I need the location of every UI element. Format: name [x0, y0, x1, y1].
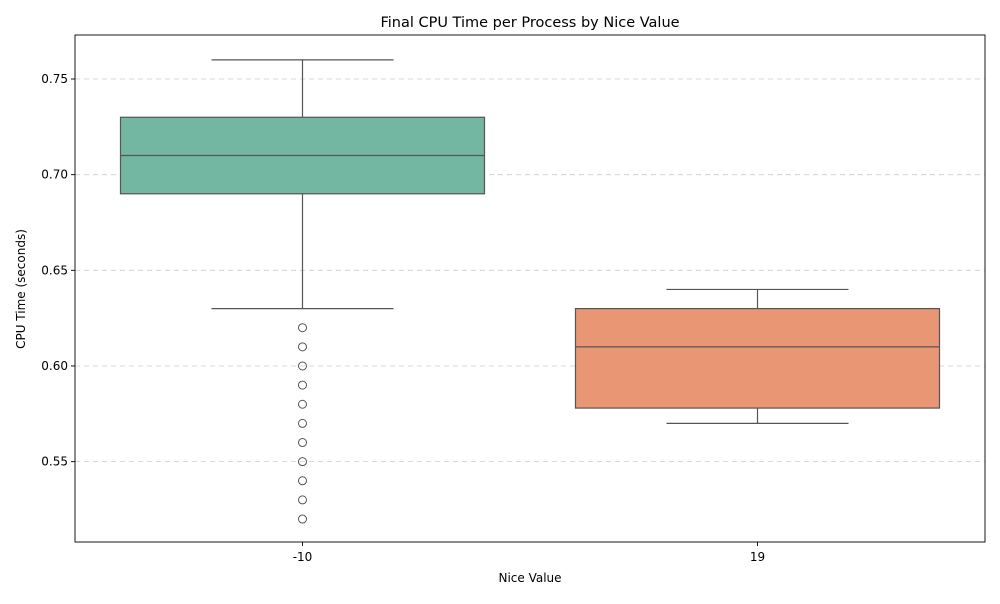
outlier-point-nice-neg10: [298, 476, 307, 486]
x-tick-label: 19: [750, 550, 765, 564]
y-tick-label: 0.65: [41, 263, 68, 277]
y-tick-label: 0.70: [41, 168, 68, 182]
box-nice-19: [574, 307, 941, 409]
y-tick-label: 0.75: [41, 72, 68, 86]
y-axis-title: CPU Time (seconds): [14, 229, 28, 349]
chart-title: Final CPU Time per Process by Nice Value: [380, 15, 679, 31]
y-tick-label: 0.55: [41, 455, 68, 469]
axis-layer: 0.55 0.60 0.65 0.70 0.75 -10 19: [41, 34, 986, 564]
x-axis-title: Nice Value: [498, 571, 561, 585]
outlier-point-nice-neg10: [298, 495, 307, 505]
outlier-point-nice-neg10: [298, 361, 307, 371]
outlier-point-nice-neg10: [298, 418, 307, 428]
y-tick-label: 0.60: [41, 359, 68, 373]
box-layer: [119, 59, 941, 524]
x-tick-label: -10: [293, 550, 313, 564]
outlier-point-nice-neg10: [298, 399, 307, 409]
outlier-point-nice-neg10: [298, 323, 307, 333]
outlier-point-nice-neg10: [298, 342, 307, 352]
outlier-point-nice-neg10: [298, 438, 307, 448]
outlier-point-nice-neg10: [298, 514, 307, 524]
outlier-point-nice-neg10: [298, 457, 307, 467]
plot-frame: [74, 34, 986, 543]
outlier-point-nice-neg10: [298, 380, 307, 390]
